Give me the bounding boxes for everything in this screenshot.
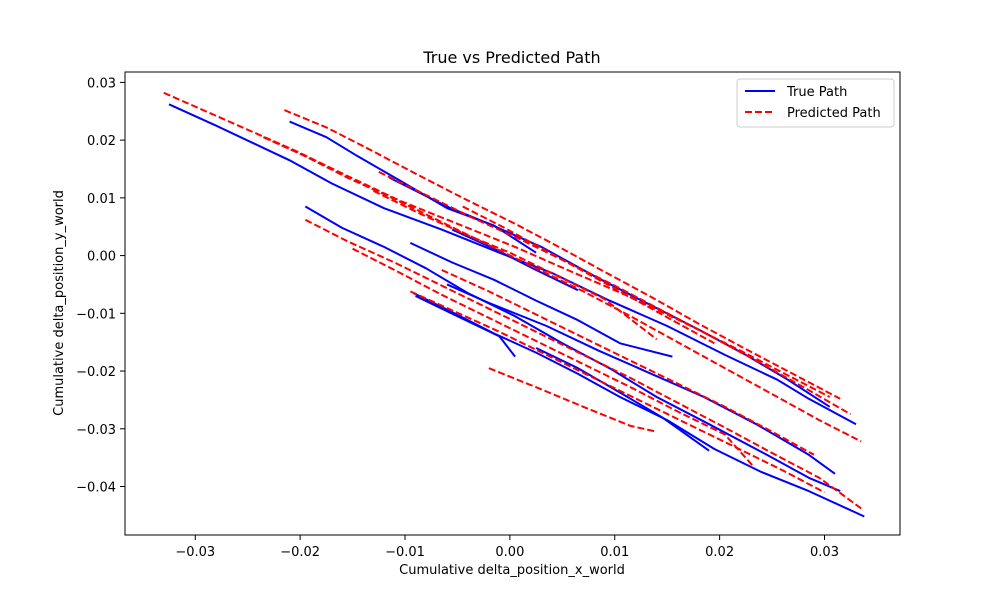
series-predicted-path-segment-1 xyxy=(284,109,841,400)
y-tick-label: 0.03 xyxy=(87,76,116,91)
x-axis: −0.03 −0.02 −0.01 0.00 0.01 0.02 0.03 xyxy=(175,535,839,560)
y-tick-label: −0.02 xyxy=(76,365,116,380)
legend: True Path Predicted Path xyxy=(736,78,895,128)
plot-frame xyxy=(124,71,901,536)
series-predicted-path-segment-10 xyxy=(373,190,658,341)
y-tick-label: 0.00 xyxy=(87,250,116,265)
series-true-path-segment-3 xyxy=(409,241,673,358)
series-true-path-segment-7 xyxy=(415,295,516,358)
series-predicted-path-segment-3 xyxy=(304,218,862,510)
y-axis: 0.03 0.02 0.01 0.00 −0.01 −0.02 −0.03 −0.04 xyxy=(76,76,125,496)
series-true-path-segment-8 xyxy=(535,347,710,452)
legend-box xyxy=(736,78,895,128)
series-predicted-path-segment-7 xyxy=(441,269,815,456)
y-tick-label: −0.04 xyxy=(76,481,116,496)
series-true-path-segment-2 xyxy=(304,205,841,493)
y-tick-label: 0.02 xyxy=(87,134,116,149)
y-tick-label: 0.01 xyxy=(87,192,116,207)
x-tick-label: −0.01 xyxy=(385,545,425,560)
x-tick-label: 0.02 xyxy=(705,545,734,560)
series-predicted-path-segment-6 xyxy=(378,171,852,416)
series-layer xyxy=(163,91,865,518)
plot-area xyxy=(163,91,865,518)
x-tick-label: −0.03 xyxy=(175,545,215,560)
series-true-path-segment-9 xyxy=(451,228,579,292)
x-tick-label: 0.03 xyxy=(810,545,839,560)
legend-label-true-path: True Path xyxy=(786,85,847,100)
series-predicted-path-segment-8 xyxy=(462,205,715,345)
x-tick-label: 0.01 xyxy=(600,545,629,560)
y-tick-label: −0.03 xyxy=(76,423,116,438)
series-predicted-path-segment-4 xyxy=(352,247,754,467)
x-tick-label: 0.00 xyxy=(495,545,524,560)
y-tick-label: −0.01 xyxy=(76,307,116,322)
x-axis-title: Cumulative delta_position_x_world xyxy=(399,563,625,578)
series-predicted-path-segment-2 xyxy=(262,136,862,443)
y-axis-title: Cumulative delta_position_y_world xyxy=(52,190,67,416)
x-tick-label: −0.02 xyxy=(280,545,320,560)
legend-label-predicted-path: Predicted Path xyxy=(787,106,881,121)
series-predicted-path-segment-9 xyxy=(488,367,657,433)
series-true-path-segment-6 xyxy=(446,283,836,475)
chart-title: True vs Predicted Path xyxy=(422,48,600,67)
series-predicted-path-segment-5 xyxy=(409,290,825,494)
